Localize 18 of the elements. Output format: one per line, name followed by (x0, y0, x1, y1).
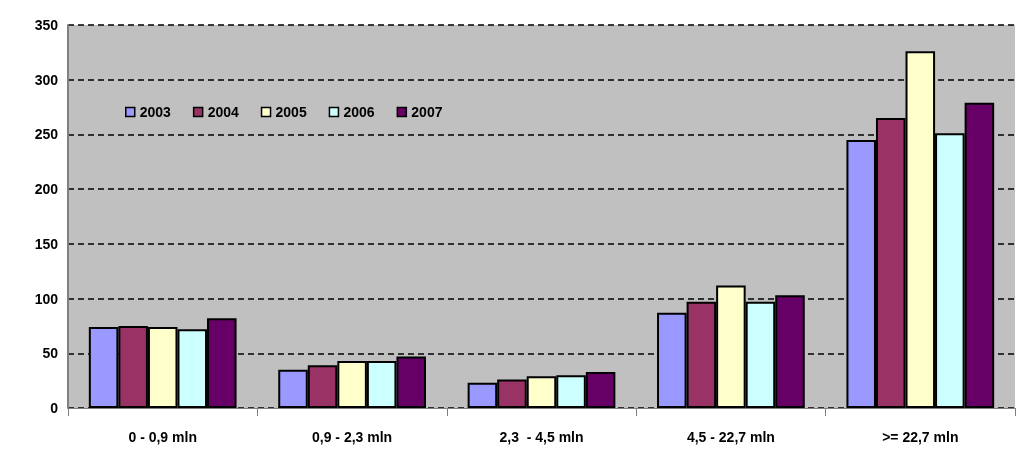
y-tick-label: 50 (42, 345, 59, 362)
legend-label: 2005 (275, 104, 307, 120)
y-tick-label: 0 (50, 400, 59, 416)
legend-label: 2007 (411, 104, 443, 120)
y-tick-label: 200 (34, 181, 59, 198)
x-tick-label: 4,5 - 22,7 mln (686, 429, 775, 445)
x-tick-label: 0,9 - 2,3 mln (312, 429, 393, 445)
y-tick-label: 300 (34, 71, 59, 88)
x-tick-label: >= 22,7 mln (882, 429, 959, 445)
legend-label: 2004 (207, 104, 239, 120)
legend-label: 2003 (139, 104, 172, 120)
x-tick-label: 0 - 0,9 mln (128, 429, 197, 445)
x-tick-label: 2,3 - 4,5 mln (499, 429, 584, 445)
y-tick-label: 100 (34, 290, 59, 307)
y-tick-label: 250 (34, 126, 59, 143)
y-tick-label: 350 (34, 17, 59, 33)
y-tick-label: 150 (34, 235, 59, 252)
legend-label: 2006 (343, 104, 375, 120)
